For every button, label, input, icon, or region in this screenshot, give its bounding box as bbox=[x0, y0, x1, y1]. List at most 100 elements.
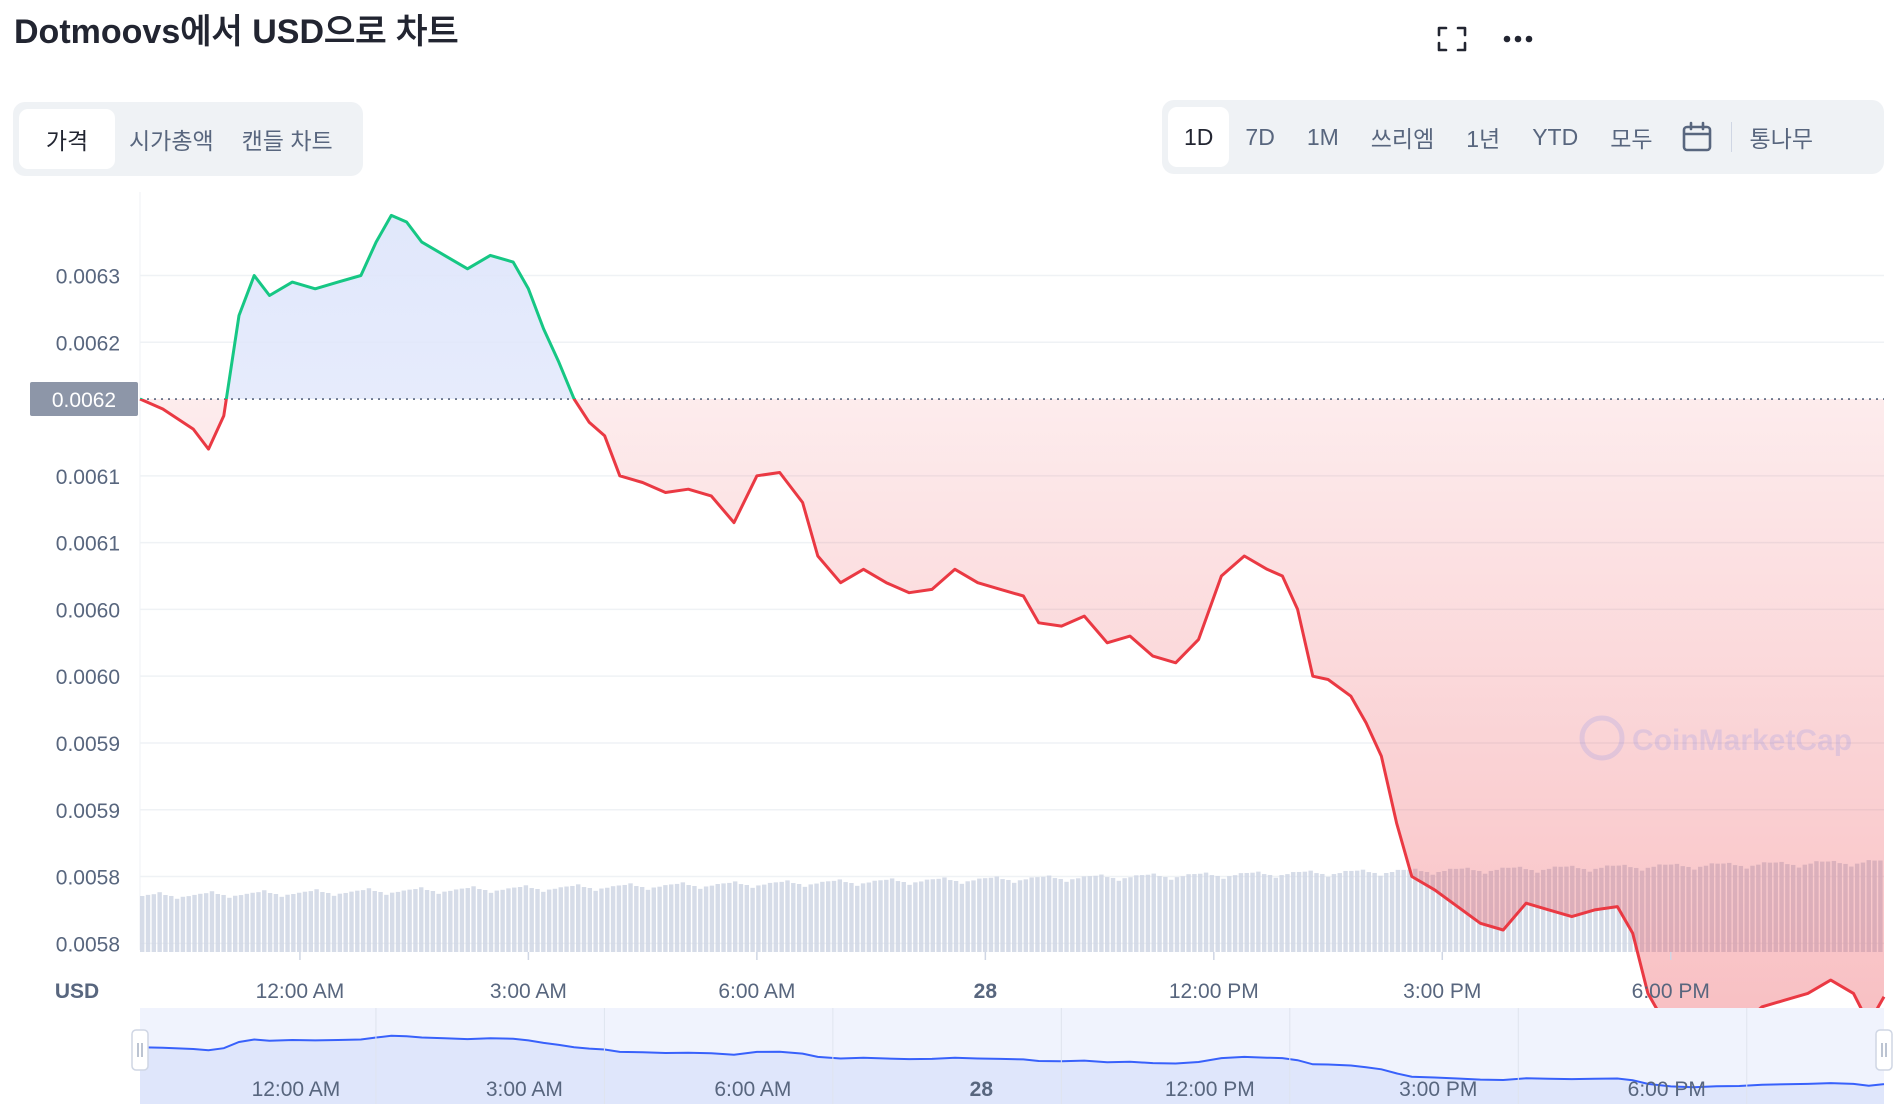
volume-bar bbox=[1331, 874, 1337, 952]
volume-bar bbox=[535, 889, 540, 952]
volume-bar bbox=[762, 884, 767, 952]
range-1d[interactable]: 1D bbox=[1168, 107, 1230, 167]
volume-bar bbox=[965, 881, 970, 952]
volume-bar bbox=[628, 883, 633, 952]
volume-bar bbox=[756, 885, 761, 952]
volume-bar bbox=[1267, 874, 1273, 952]
tab-candle-chart[interactable]: 캔들 차트 bbox=[241, 128, 333, 154]
tab-market-cap[interactable]: 시가총액 bbox=[129, 128, 214, 154]
volume-bar bbox=[180, 896, 186, 952]
volume-bar bbox=[151, 894, 157, 952]
x-tick-label: 12:00 AM bbox=[256, 980, 345, 1003]
volume-bar bbox=[488, 892, 494, 952]
volume-bar bbox=[1366, 872, 1372, 952]
volume-bar bbox=[314, 889, 319, 952]
x-tick-label: 28 bbox=[974, 980, 998, 1003]
volume-bar bbox=[843, 882, 848, 952]
y-axis: 0.0063 0.0062 0.0061 0.0061 0.0060 0.0060 0.00… bbox=[56, 265, 120, 956]
price-line-up bbox=[139, 213, 576, 400]
range-1m[interactable]: 1M bbox=[1306, 123, 1339, 150]
x-tick-label: 6:00 PM bbox=[1632, 980, 1710, 1003]
volume-bar bbox=[442, 891, 447, 952]
volume-bar bbox=[802, 886, 808, 952]
volume-bar bbox=[1424, 871, 1430, 952]
volume-bar bbox=[1174, 877, 1180, 952]
volume-bar bbox=[692, 886, 697, 952]
more-horizontal-icon bbox=[1503, 35, 1533, 43]
volume-bar bbox=[1535, 872, 1540, 952]
range-7d[interactable]: 7D bbox=[1245, 123, 1275, 150]
navigator-handle-right[interactable] bbox=[1875, 1029, 1893, 1071]
volume-bar bbox=[494, 890, 500, 952]
volume-bar bbox=[570, 885, 575, 952]
volume-bar bbox=[448, 890, 453, 952]
volume-bar bbox=[221, 894, 226, 952]
volume-bar bbox=[1610, 865, 1616, 952]
range-ytd[interactable]: YTD bbox=[1532, 123, 1579, 150]
volume-bar bbox=[721, 883, 726, 952]
volume-bar bbox=[866, 882, 872, 952]
navigator-handle-left[interactable] bbox=[131, 1029, 149, 1071]
volume-bar bbox=[1244, 873, 1249, 952]
volume-bar bbox=[1046, 875, 1052, 952]
volume-bar bbox=[977, 878, 982, 952]
y-tick-label: 0.0060 bbox=[56, 599, 120, 622]
volume-bar bbox=[1215, 875, 1220, 952]
volume-bar bbox=[203, 893, 209, 952]
navigator-tick-label: 6:00 AM bbox=[714, 1078, 791, 1101]
volume-bar bbox=[1151, 873, 1156, 952]
volume-bar bbox=[291, 894, 296, 952]
range-navigator[interactable]: 12:00 AM 3:00 AM 6:00 AM 28 12:00 PM 3:00 PM 6… bbox=[131, 1008, 1893, 1104]
volume-bar bbox=[884, 879, 889, 952]
volume-bar bbox=[471, 886, 476, 952]
volume-bar bbox=[1209, 875, 1215, 952]
volume-bar bbox=[1529, 869, 1534, 952]
volume-bar bbox=[558, 887, 563, 952]
y-tick-label: 0.0058 bbox=[56, 933, 120, 956]
volume-bar bbox=[453, 889, 459, 952]
volume-bar bbox=[1163, 876, 1168, 952]
volume-bar bbox=[1413, 868, 1418, 952]
volume-bar bbox=[1384, 873, 1389, 952]
volume-bar bbox=[1407, 869, 1412, 952]
volume-bar bbox=[703, 886, 709, 952]
volume-bar bbox=[523, 885, 529, 952]
y-tick-label: 0.0062 bbox=[56, 332, 120, 355]
volume-bar bbox=[1418, 871, 1424, 952]
volume-bar bbox=[500, 889, 505, 952]
log-scale-toggle[interactable]: 통나무 bbox=[1749, 126, 1814, 152]
date-range-button[interactable] bbox=[1669, 107, 1725, 167]
volume-bar bbox=[506, 888, 511, 952]
volume-bar bbox=[1250, 872, 1255, 952]
volume-bar bbox=[384, 894, 389, 952]
tab-price[interactable]: 가격 bbox=[19, 109, 115, 169]
volume-bar bbox=[1238, 873, 1244, 952]
volume-bar bbox=[924, 879, 930, 952]
range-all[interactable]: 모두 bbox=[1610, 126, 1653, 152]
range-1y[interactable]: 1년 bbox=[1466, 126, 1501, 152]
volume-bar bbox=[837, 879, 843, 952]
fullscreen-button[interactable] bbox=[1428, 18, 1476, 60]
y-tick-label: 0.0063 bbox=[56, 265, 120, 288]
volume-bar bbox=[1198, 873, 1203, 952]
navigator-tick-label: 3:00 AM bbox=[486, 1078, 563, 1101]
range-3m[interactable]: 쓰리엠 bbox=[1370, 126, 1435, 152]
volume-bar bbox=[256, 892, 261, 952]
current-price-label: 0.0062 bbox=[52, 389, 116, 412]
volume-bar bbox=[1081, 876, 1087, 952]
volume-bar bbox=[1139, 875, 1145, 952]
volume-bar bbox=[145, 894, 151, 952]
price-line bbox=[139, 213, 1886, 1049]
navigator-tick-label: 12:00 AM bbox=[252, 1078, 341, 1101]
volume-bar bbox=[814, 883, 819, 952]
volume-bar bbox=[1122, 878, 1127, 952]
volume-bar bbox=[581, 887, 587, 952]
volume-bar bbox=[1285, 874, 1290, 952]
volume-bar bbox=[709, 885, 715, 952]
volume-bar bbox=[855, 885, 860, 952]
more-options-button[interactable] bbox=[1494, 18, 1542, 60]
volume-bar bbox=[913, 882, 918, 952]
volume-bar bbox=[634, 886, 639, 952]
volume-bar bbox=[1110, 877, 1116, 952]
volume-bar bbox=[1052, 878, 1058, 952]
